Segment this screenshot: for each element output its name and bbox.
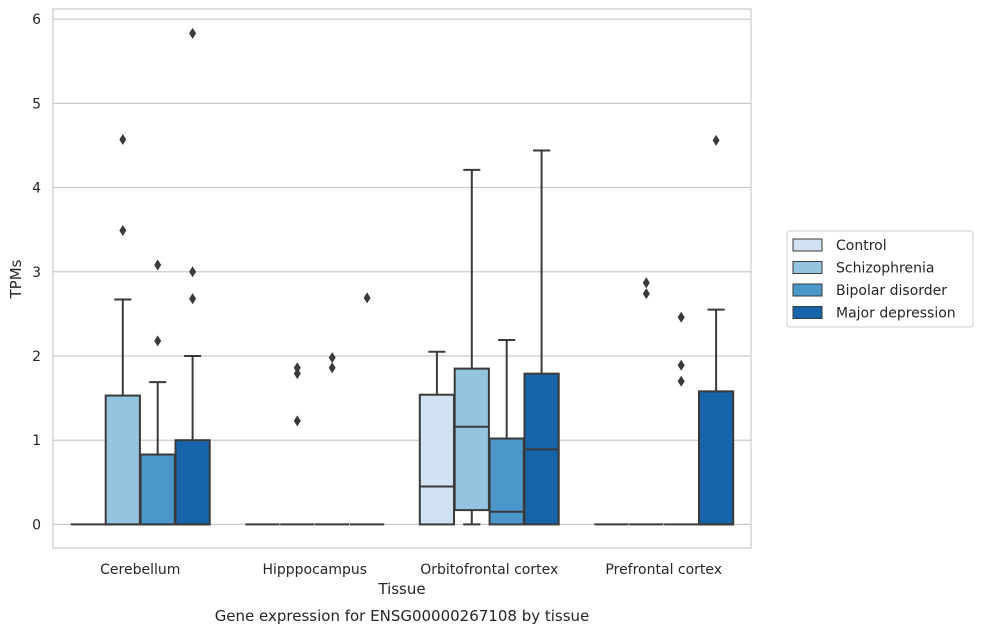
- box-body: [453, 367, 490, 512]
- box-body: [418, 393, 456, 526]
- outlier-point: [154, 335, 162, 347]
- y-axis-label: TPMs: [7, 259, 25, 299]
- outlier-point: [677, 359, 685, 371]
- box: [697, 134, 735, 526]
- series-schizophrenia: [104, 134, 664, 526]
- outlier-point: [642, 277, 650, 289]
- legend-label: Major depression: [836, 306, 956, 322]
- x-tick-label: Hipppocampus: [262, 562, 367, 578]
- box: [523, 149, 560, 526]
- legend-item: Bipolar disorder: [792, 283, 947, 299]
- legend-frame: [786, 230, 974, 328]
- box: [664, 311, 699, 526]
- legend-label: Schizophrenia: [836, 261, 934, 277]
- box: [104, 134, 141, 526]
- legend-swatch: [792, 238, 823, 252]
- outlier-point: [293, 415, 301, 427]
- box: [453, 168, 490, 526]
- y-tick-label: 4: [32, 181, 41, 197]
- x-tick-label: Cerebellum: [100, 562, 180, 578]
- legend: Control Schizophrenia Bipolar disorder Majo…: [786, 230, 974, 328]
- outlier-point: [677, 311, 685, 323]
- outlier-point: [677, 375, 685, 387]
- box-series: [70, 27, 735, 526]
- chart-caption: Gene expression for ENSG00000267108 by t…: [215, 607, 590, 625]
- outlier-point: [712, 134, 720, 146]
- y-tick-label: 0: [32, 517, 41, 533]
- outlier-point: [189, 293, 197, 305]
- legend-swatch: [792, 261, 823, 274]
- y-tick-label: 5: [32, 96, 41, 112]
- box: [315, 352, 350, 526]
- series-major-depression: [174, 27, 735, 526]
- outlier-point: [189, 27, 197, 39]
- box: [629, 277, 664, 526]
- plot-frame: [52, 8, 752, 549]
- outlier-point: [189, 266, 197, 278]
- outlier-point: [293, 368, 301, 380]
- legend-swatch: [792, 306, 823, 319]
- outlier-point: [293, 362, 301, 374]
- legend-item: Control: [792, 238, 887, 254]
- box-body: [104, 394, 141, 526]
- series-bipolar-disorder: [139, 259, 699, 526]
- outlier-point: [328, 362, 336, 374]
- legend-item: Schizophrenia: [792, 261, 934, 277]
- box: [174, 27, 211, 526]
- y-tick-label: 3: [32, 265, 41, 281]
- legend-label: Bipolar disorder: [836, 283, 947, 299]
- box-body: [697, 390, 735, 526]
- box-body: [139, 453, 176, 526]
- box-body: [174, 439, 211, 526]
- legend-swatch: [792, 283, 823, 297]
- y-tick-label: 2: [32, 349, 41, 365]
- y-tick-labels: 0 1 2 3 4 5 6: [32, 12, 41, 533]
- box: [349, 292, 385, 526]
- y-tick-label: 6: [32, 12, 41, 28]
- outlier-point: [154, 259, 162, 271]
- legend-label: Control: [836, 238, 887, 254]
- outlier-point: [642, 288, 650, 300]
- legend-item: Major depression: [792, 306, 956, 322]
- outlier-point: [363, 292, 371, 304]
- x-tick-labels: Cerebellum Hipppocampus Orbitofrontal cort…: [100, 562, 722, 578]
- outlier-point: [119, 134, 127, 146]
- outlier-point: [328, 352, 336, 364]
- y-tick-label: 1: [32, 433, 41, 449]
- outlier-point: [119, 224, 127, 236]
- x-tick-label: Orbitofrontal cortex: [420, 562, 558, 578]
- x-tick-label: Prefrontal cortex: [605, 562, 722, 578]
- x-axis-label: Tissue: [377, 580, 425, 598]
- box: [280, 362, 315, 526]
